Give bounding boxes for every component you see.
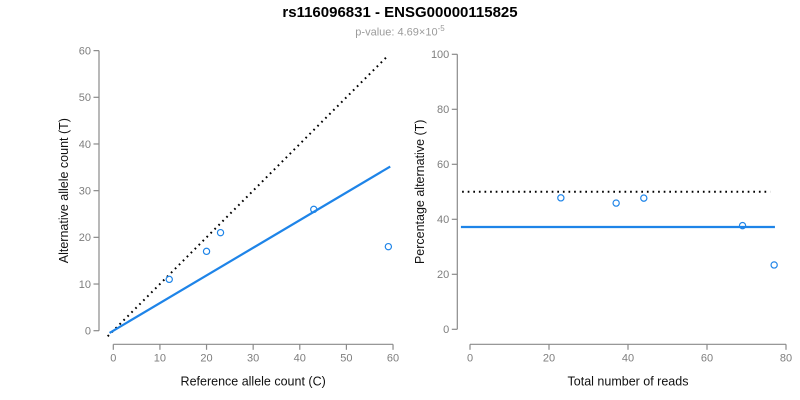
y-tick-label: 40 xyxy=(437,214,449,226)
x-tick-label: 60 xyxy=(387,353,399,365)
y-tick-label: 80 xyxy=(437,104,449,116)
x-tick-label: 0 xyxy=(110,353,116,365)
data-point xyxy=(640,194,648,202)
x-tick-label: 0 xyxy=(467,353,473,365)
x-tick-label: 30 xyxy=(247,353,259,365)
y-tick-label: 40 xyxy=(79,139,91,151)
data-point xyxy=(770,261,778,269)
y-axis-title: Alternative allele count (T) xyxy=(57,118,71,263)
x-axis-title: Total number of reads xyxy=(568,375,689,389)
data-point xyxy=(557,194,565,202)
x-tick-label: 40 xyxy=(622,353,634,365)
percentage-vs-reads-scatter: 0 20 40 60 80 100 0 20 40 60 80 Total number of rea… xyxy=(413,49,792,388)
x-tick-label: 10 xyxy=(154,353,166,365)
x-tick-label: 40 xyxy=(294,353,306,365)
identity-line xyxy=(106,55,389,338)
data-point xyxy=(216,228,225,237)
y-tick-label: 60 xyxy=(79,45,91,57)
data-point xyxy=(384,242,393,251)
x-axis-title: Reference allele count (C) xyxy=(181,375,326,389)
y-tick-label: 100 xyxy=(431,49,449,61)
y-axis-title: Percentage alternative (T) xyxy=(413,120,427,265)
figure-title: rs116096831 - ENSG00000115825 xyxy=(282,4,518,21)
x-tick-label: 20 xyxy=(200,353,212,365)
y-tick-label: 20 xyxy=(437,269,449,281)
expected-ratio-line xyxy=(109,165,391,334)
y-tick-label: 60 xyxy=(437,159,449,171)
allele-counts-scatter: 0 10 20 30 40 50 60 0 10 20 30 40 50 60 Reference alle… xyxy=(57,45,399,388)
data-point xyxy=(738,221,747,230)
y-tick-label: 30 xyxy=(79,185,91,197)
y-tick-label: 0 xyxy=(443,324,449,336)
x-tick-label: 80 xyxy=(780,353,792,365)
y-tick-label: 20 xyxy=(79,232,91,244)
figure-subtitle: p-value: 4.69×10-5 xyxy=(0,24,800,39)
x-tick-label: 20 xyxy=(543,353,555,365)
y-tick-label: 50 xyxy=(79,92,91,104)
data-point xyxy=(612,199,620,207)
data-point xyxy=(310,205,318,214)
data-point xyxy=(202,247,211,256)
pvalue-exponent: -5 xyxy=(437,24,445,33)
data-point xyxy=(165,275,173,284)
x-tick-label: 60 xyxy=(701,353,713,365)
x-tick-label: 50 xyxy=(340,353,352,365)
pvalue-text: p-value: 4.69×10 xyxy=(355,26,438,39)
y-tick-label: 10 xyxy=(79,279,91,291)
y-tick-label: 0 xyxy=(85,326,91,338)
